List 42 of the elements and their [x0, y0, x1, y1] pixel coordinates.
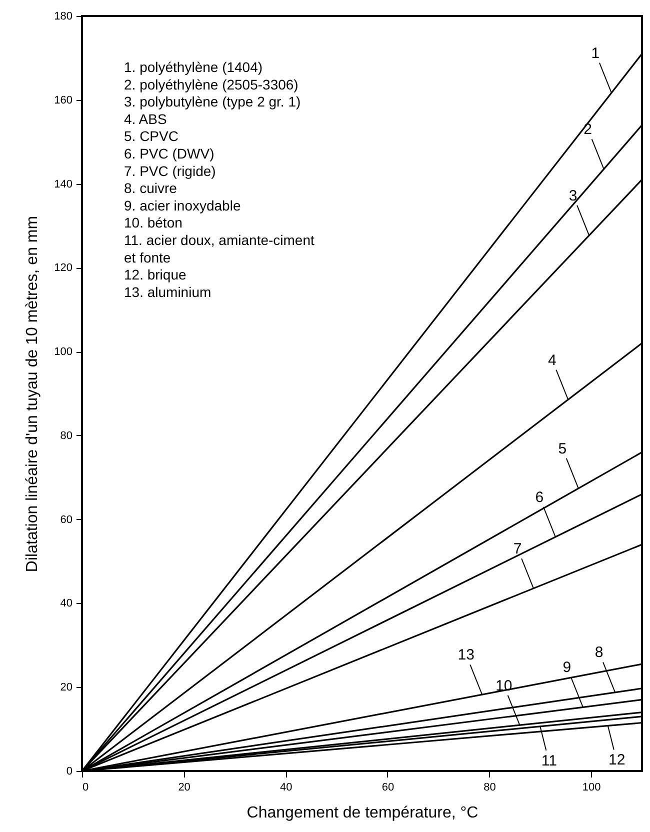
annotation: 9 [562, 659, 572, 676]
annotation: 2. polyéthylène (2505-3306) [124, 76, 298, 92]
annotation: 12 [608, 752, 626, 769]
annotation: 9. acier inoxydable [124, 197, 241, 214]
x-tick-label: 80 [484, 782, 496, 794]
annotation: 12. brique [124, 266, 186, 283]
annotation: 5 [558, 440, 567, 458]
y-tick-label: 40 [60, 598, 72, 610]
annotation: 7. PVC (rigide) [124, 162, 216, 179]
annotation: 11. acier doux, amiante-ciment et fonte [124, 232, 314, 266]
annotation: 10. béton [124, 214, 182, 231]
annotation: 4 [548, 352, 556, 369]
x-tick-label: 40 [280, 782, 292, 794]
y-tick-label: 100 [54, 346, 72, 358]
annotation: 1 [591, 44, 600, 62]
annotation: 6. PVC (DWV) [124, 146, 214, 162]
annotation: 8 [594, 644, 604, 662]
x-tick-label: 100 [582, 782, 601, 794]
y-tick-label: 120 [54, 262, 72, 274]
annotation: 4. ABS [124, 110, 167, 127]
annotation: 8. cuivre [124, 180, 178, 196]
annotation: 7 [513, 540, 522, 558]
y-tick-label: 60 [60, 514, 72, 526]
y-tick-label: 140 [54, 178, 72, 190]
y-tick-label: 80 [60, 430, 72, 442]
x-tick-label: 20 [178, 782, 190, 794]
y-axis-title: Dilatation linéaire d'un tuyau de 10 mètres, en mm [24, 216, 42, 572]
y-tick-label: 160 [54, 94, 72, 106]
y-tick-label: 20 [60, 682, 72, 694]
annotation: 3. polybutylène (type 2 gr. 1) [124, 94, 301, 110]
annotation: 6 [535, 488, 544, 506]
annotation: 3 [568, 187, 578, 204]
annotation: 5. CPVC [124, 128, 178, 144]
x-tick-label: 0 [82, 782, 89, 794]
y-tick-label: 0 [66, 766, 72, 778]
annotation: 13. aluminium [124, 284, 212, 300]
x-tick-label: 60 [382, 782, 394, 794]
annotation: 11 [541, 752, 557, 770]
annotation: 1. polyéthylène (1404) [124, 59, 263, 75]
x-axis-title: Changement de température, °C [246, 804, 478, 822]
y-tick-label: 180 [54, 10, 72, 22]
annotation: 13 [458, 646, 474, 664]
